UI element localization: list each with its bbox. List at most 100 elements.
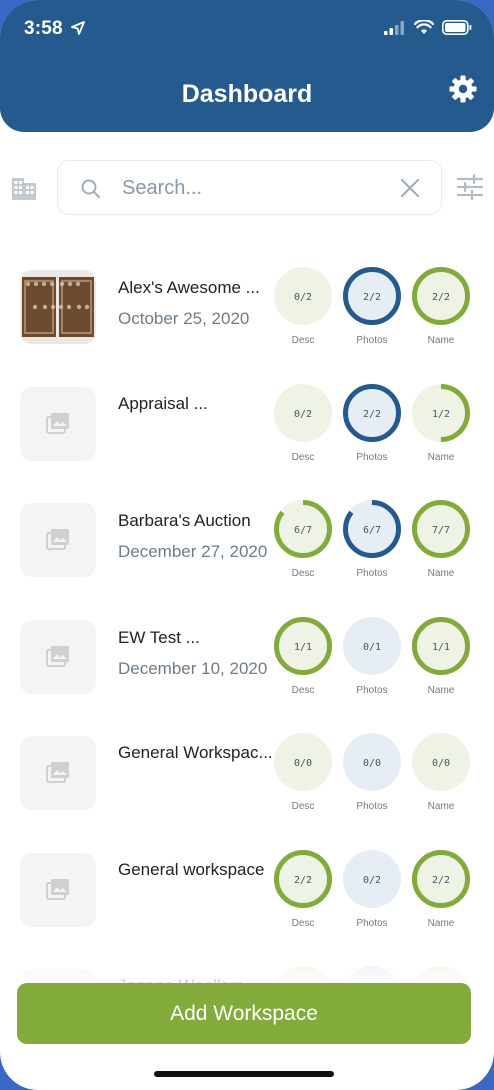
progress-count: 1/1: [432, 642, 450, 653]
progress-ring: 2/2: [343, 383, 401, 442]
workspace-thumbnail: [20, 503, 96, 577]
progress-ring: 1/1: [274, 616, 332, 675]
progress-ring-background: [412, 733, 470, 791]
progress-label: Name: [427, 684, 455, 696]
close-icon[interactable]: [399, 177, 421, 199]
signal-icon: [384, 20, 404, 35]
workspace-row[interactable]: General workspace 2/2 Desc 0/2 Photos 2/2 Nam…: [0, 833, 494, 950]
progress-ring-arc: [343, 383, 401, 442]
progress-count: 6/7: [363, 525, 381, 536]
progress-ring: 0/2: [343, 849, 401, 908]
progress-label: Desc: [291, 917, 315, 929]
search-row: [0, 160, 494, 216]
progress-name: 0/0 Name: [410, 732, 472, 812]
workspace-list: Alex's Awesome ... October 25, 2020 0/2 D…: [0, 250, 494, 1066]
progress-ring-arc: [274, 616, 332, 675]
add-workspace-button[interactable]: Add Workspace: [17, 983, 471, 1044]
progress-count: 2/2: [294, 875, 312, 886]
location-arrow-icon: [71, 21, 86, 35]
workspace-row[interactable]: Barbara's Auction December 27, 2020 6/7 D…: [0, 483, 494, 600]
search-icon: [81, 179, 100, 198]
progress-ring-background: [343, 500, 401, 558]
progress-label: Name: [427, 335, 455, 346]
progress-count: 2/2: [363, 292, 381, 303]
workspace-row[interactable]: General Workspac... 0/0 Desc 0/0 Photos 0/0 N…: [0, 716, 494, 833]
progress-photos: 0/1 Photos: [341, 616, 403, 696]
progress-ring-background: [343, 383, 401, 442]
workspace-thumbnail: [20, 386, 96, 461]
progress-desc: 6/7 Desc: [272, 499, 334, 579]
workspace-title: General Workspac...: [118, 743, 273, 762]
progress-name: 7/7 Name: [410, 499, 472, 579]
progress-ring-background: [274, 267, 332, 325]
progress-ring-background: [343, 849, 401, 908]
progress-ring-background: [412, 267, 470, 325]
progress-ring: 1/2: [412, 383, 470, 442]
filter-sliders-icon[interactable]: [456, 173, 484, 201]
progress-count: 0/2: [294, 292, 312, 303]
workspace-thumbnail: [20, 852, 96, 927]
progress-ring-background: [274, 383, 332, 442]
page-title: Dashboard: [181, 80, 313, 108]
progress-label: Name: [427, 451, 455, 463]
progress-ring-background: [274, 849, 332, 908]
wifi-icon: [414, 20, 434, 34]
progress-label: Desc: [291, 568, 315, 579]
progress-ring-arc: [412, 616, 470, 675]
progress-photos: 6/7 Photos: [341, 499, 403, 579]
progress-ring: 6/7: [343, 500, 401, 558]
workspace-title: Alex's Awesome ...: [118, 278, 260, 297]
progress-label: Name: [427, 917, 455, 929]
progress-photos: 0/0 Photos: [341, 732, 403, 812]
progress-ring-arc: [412, 383, 470, 442]
progress-photos: 2/2 Photos: [341, 266, 403, 346]
progress-ring-arc: [343, 267, 401, 325]
progress-count: 0/1: [363, 642, 381, 653]
workspace-row[interactable]: Alex's Awesome ... October 25, 2020 0/2 D…: [0, 250, 494, 367]
app-header: 3:58 Dashboard: [0, 0, 494, 132]
progress-count: 6/7: [294, 525, 312, 536]
progress-label: Photos: [356, 917, 388, 929]
progress-label: Desc: [291, 684, 315, 696]
progress-name: 1/2 Name: [410, 383, 472, 463]
image-placeholder-icon: [46, 878, 69, 900]
building-icon[interactable]: [10, 174, 38, 202]
progress-desc: 0/0 Desc: [272, 732, 334, 812]
progress-label: Photos: [356, 801, 388, 812]
progress-ring-background: [343, 733, 401, 791]
progress-ring: 0/2: [274, 383, 332, 442]
progress-label: Desc: [291, 801, 315, 812]
progress-label: Name: [427, 568, 455, 579]
progress-ring: 2/2: [412, 849, 470, 908]
progress-count: 0/0: [432, 758, 450, 769]
workspace-title: General workspace: [118, 859, 265, 879]
workspace-row[interactable]: Appraisal ... 0/2 Desc 2/2 Photos 1/2 Name: [0, 367, 494, 484]
progress-count: 1/2: [432, 409, 450, 420]
workspace-thumbnail: [20, 619, 96, 694]
status-time: 3:58: [24, 18, 86, 40]
home-indicator: [154, 1071, 334, 1077]
progress-ring: 0/0: [343, 733, 401, 791]
image-placeholder-icon: [46, 645, 69, 667]
progress-label: Photos: [356, 335, 388, 346]
progress-ring-arc: [274, 849, 332, 908]
progress-count: 7/7: [432, 525, 450, 536]
progress-ring-background: [343, 267, 401, 325]
progress-ring: 6/7: [274, 500, 332, 558]
image-placeholder-icon: [46, 529, 69, 550]
progress-label: Desc: [291, 451, 315, 463]
search-input[interactable]: [122, 172, 382, 204]
progress-ring: 7/7: [412, 500, 470, 558]
workspace-title: Appraisal ...: [118, 393, 208, 413]
progress-desc: 0/2 Desc: [272, 266, 334, 346]
search-box[interactable]: [57, 160, 442, 215]
workspace-row[interactable]: EW Test ... December 10, 2020 1/1 Desc 0/1…: [0, 600, 494, 717]
workspace-date: October 25, 2020: [118, 309, 250, 328]
progress-name: 2/2 Name: [410, 266, 472, 346]
progress-count: 2/2: [363, 409, 381, 420]
gear-icon[interactable]: [448, 74, 478, 104]
progress-count: 1/1: [294, 642, 312, 653]
progress-desc: 0/2 Desc: [272, 383, 334, 463]
progress-ring-arc: [412, 500, 470, 558]
progress-ring-background: [274, 616, 332, 675]
